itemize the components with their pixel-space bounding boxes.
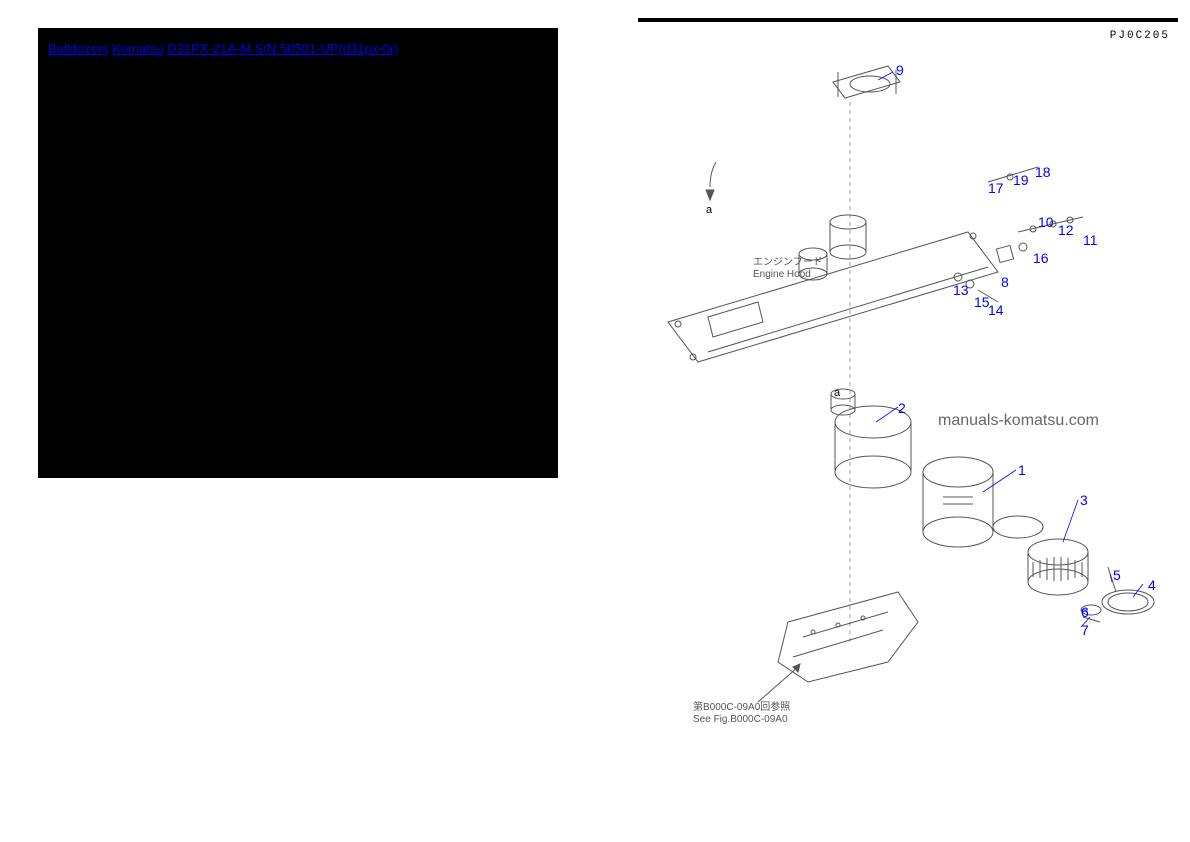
breadcrumb-level2[interactable]: Komatsu	[112, 41, 163, 56]
callout-17: 17	[988, 180, 1004, 196]
engine-hood-en: Engine Hood	[753, 269, 811, 281]
callout-16: 16	[1033, 250, 1049, 266]
callout-2: 2	[898, 400, 906, 416]
callout-19: 19	[1013, 172, 1029, 188]
left-panel: Bulldozers Komatsu D31PX-21A-M S/N 50501…	[38, 28, 558, 478]
callout-18: 18	[1035, 164, 1051, 180]
ref-jp: 第B000C-09A0回参照	[693, 702, 790, 714]
breadcrumb: Bulldozers Komatsu D31PX-21A-M S/N 50501…	[48, 40, 548, 58]
callout-9: 9	[896, 62, 904, 78]
watermark: manuals-komatsu.com	[938, 412, 1099, 430]
callout-6: 6	[1081, 604, 1089, 620]
callout-14: 14	[988, 302, 1004, 318]
breadcrumb-level1[interactable]: Bulldozers	[48, 41, 109, 56]
callout-13: 13	[953, 282, 969, 298]
diagram-code: PJ0C205	[1110, 30, 1170, 42]
callout-1: 1	[1018, 462, 1026, 478]
callout-5: 5	[1113, 567, 1121, 583]
right-panel: PJ0C205 manuals-komatsu.com エンジンフード Engi…	[638, 18, 1178, 788]
letter-a-1: a	[706, 204, 712, 216]
callout-7: 7	[1081, 622, 1089, 638]
parts-diagram: PJ0C205 manuals-komatsu.com エンジンフード Engi…	[638, 22, 1178, 788]
callout-12: 12	[1058, 222, 1074, 238]
engine-hood-jp: エンジンフード	[753, 257, 823, 269]
callout-10: 10	[1038, 214, 1054, 230]
callout-8: 8	[1001, 274, 1009, 290]
ref-en: See Fig.B000C-09A0	[693, 714, 788, 726]
callout-11: 11	[1083, 232, 1098, 248]
callout-4: 4	[1148, 577, 1156, 593]
callout-15: 15	[974, 294, 990, 310]
breadcrumb-level3[interactable]: D31PX-21A-M S/N 50501-UP(d31px-0r)	[167, 41, 398, 56]
diagram-svg	[638, 22, 1178, 792]
letter-a-2: a	[834, 387, 840, 399]
callout-3: 3	[1080, 492, 1088, 508]
